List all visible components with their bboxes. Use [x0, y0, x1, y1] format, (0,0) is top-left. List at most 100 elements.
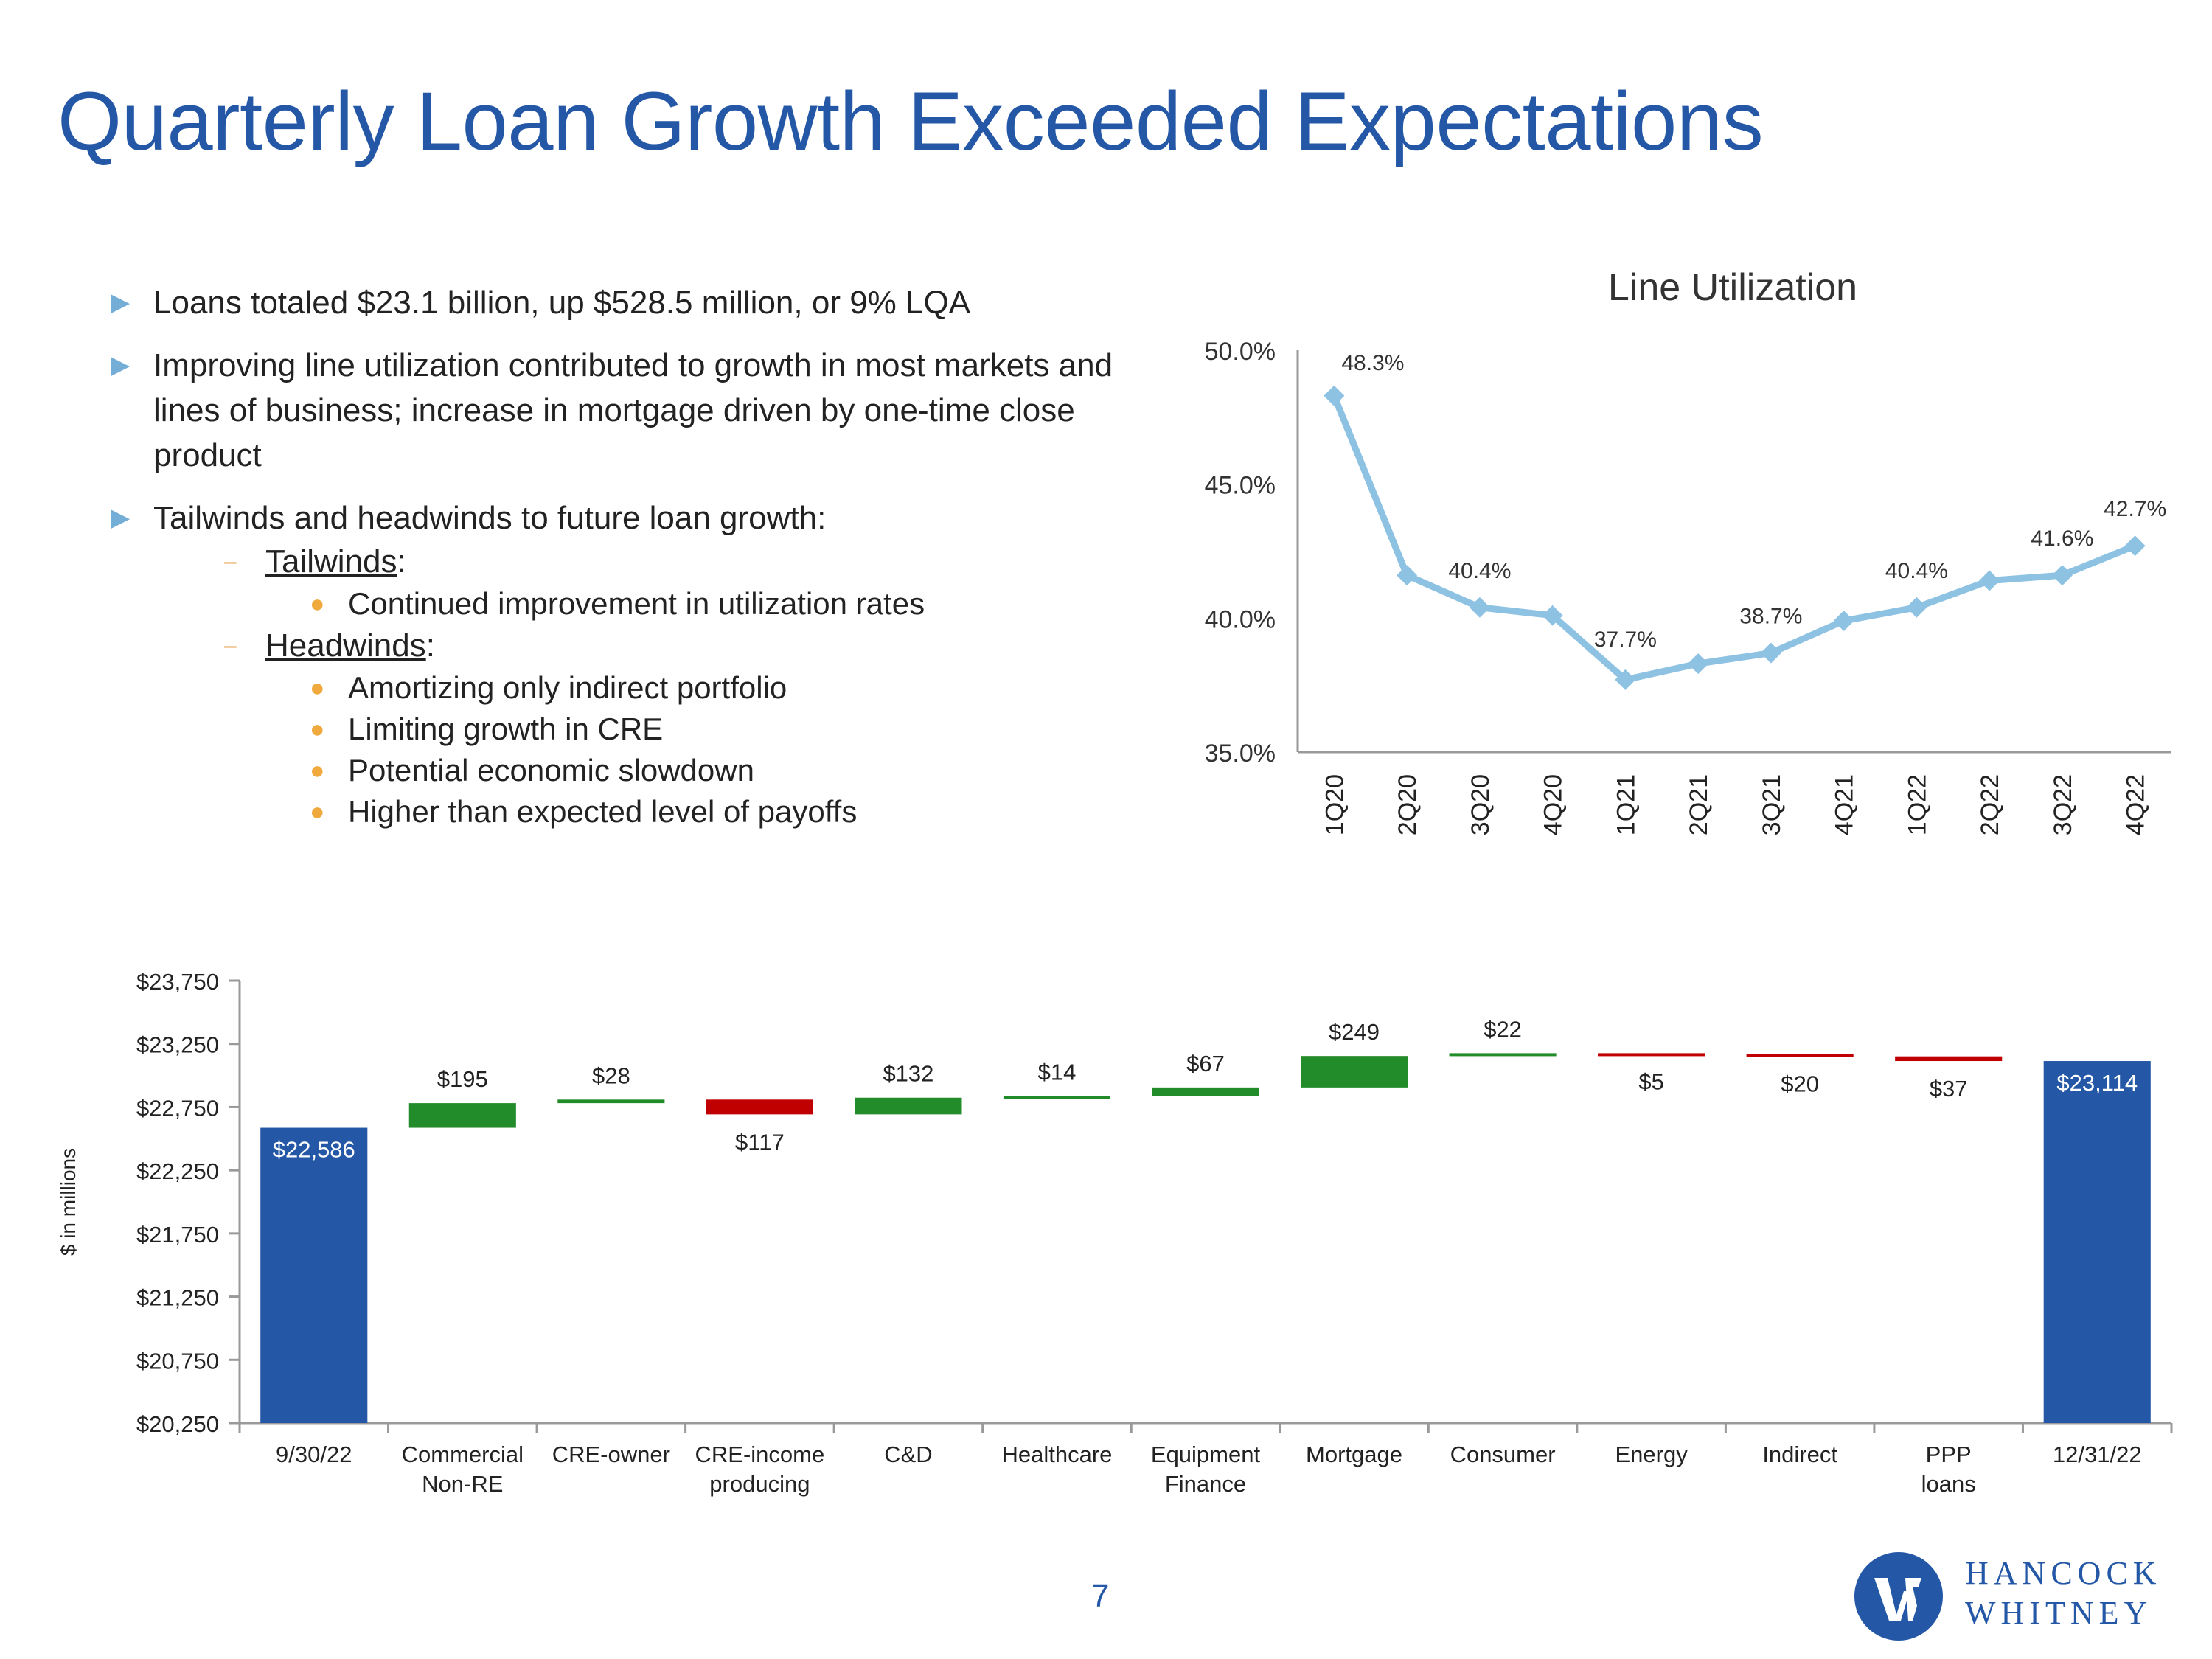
data-label: $23,114 [2056, 1070, 2138, 1096]
waterfall-bar [260, 1127, 368, 1423]
data-label: $28 [592, 1062, 630, 1088]
x-tick-label: 1Q22 [1903, 774, 1931, 835]
data-label: 37.7% [1594, 627, 1657, 652]
waterfall-bar [2043, 1061, 2151, 1423]
headwind-item: ● Higher than expected level of payoffs [310, 791, 1165, 832]
waterfall-bar [1449, 1053, 1557, 1057]
data-point [2051, 565, 2073, 586]
waterfall-bar [408, 1103, 516, 1128]
waterfall-bar [1003, 1096, 1111, 1099]
x-tick-label: 4Q20 [1540, 774, 1568, 835]
x-tick-label: CRE-income [695, 1441, 825, 1467]
y-axis-label: $ in millions [57, 1148, 80, 1256]
x-tick-label: Indirect [1762, 1441, 1837, 1467]
x-tick-label: 2Q22 [1976, 774, 2004, 835]
x-tick-label: Commercial [402, 1441, 524, 1467]
headwind-item: ● Amortizing only indirect portfolio [310, 667, 1165, 709]
x-tick-label: Finance [1165, 1471, 1246, 1497]
x-tick-label: 2Q20 [1394, 774, 1422, 835]
data-point [1833, 610, 1854, 631]
x-tick-label: 2Q21 [1685, 774, 1713, 835]
x-tick-label: 4Q21 [1831, 774, 1859, 835]
data-label: 42.7% [2104, 497, 2166, 521]
x-tick-label: 9/30/22 [276, 1441, 352, 1467]
x-tick-label: Mortgage [1306, 1441, 1402, 1467]
data-label: 48.3% [1341, 351, 1404, 375]
data-label: $22 [1484, 1016, 1522, 1042]
x-tick-label: Energy [1615, 1441, 1688, 1467]
line-chart-title: Line Utilization [1607, 266, 1858, 309]
x-tick-label: Healthcare [1002, 1441, 1113, 1467]
loan-waterfall-chart: $20,250 $20,750 $21,250 $21,750 $22,250 $22,7… [57, 969, 2173, 1497]
x-tick-label: Equipment [1151, 1441, 1261, 1467]
dash-bullet-icon: – [224, 549, 237, 574]
data-label: $132 [883, 1061, 933, 1087]
page-title: Quarterly Loan Growth Exceeded Expectati… [58, 75, 1764, 167]
y-tick-label: $21,250 [136, 1285, 219, 1311]
data-label: $22,586 [273, 1137, 355, 1163]
data-point [1324, 385, 1345, 406]
data-label: $195 [437, 1066, 488, 1092]
y-tick-label: 35.0% [1205, 740, 1276, 768]
data-point [1760, 642, 1781, 664]
data-label: $37 [1930, 1076, 1968, 1102]
y-tick-label: $23,750 [136, 969, 219, 995]
x-tick-label: 4Q22 [2122, 774, 2150, 835]
y-tick-label: $21,750 [136, 1222, 219, 1248]
data-point [2124, 535, 2146, 557]
dot-bullet-icon: ● [310, 757, 325, 785]
series-line [1331, 394, 2137, 684]
data-label: 38.7% [1739, 605, 1802, 629]
page-number: 7 [1091, 1578, 1110, 1614]
arrow-bullet-icon: ▶ [111, 504, 131, 532]
x-tick-label: 3Q21 [1758, 774, 1786, 835]
arrow-bullet-icon: ▶ [111, 351, 131, 379]
data-point [1979, 570, 2000, 591]
data-label: $249 [1329, 1019, 1380, 1045]
data-label: $20 [1781, 1071, 1819, 1097]
dot-bullet-icon: ● [310, 715, 325, 743]
bullet-item: ▶ Improving line utilization contributed … [111, 343, 1165, 478]
logo-text-line2: WHITNEY [1965, 1595, 2153, 1631]
x-tick-label: 1Q21 [1612, 774, 1640, 835]
y-tick-label: $22,750 [136, 1095, 219, 1121]
hancock-whitney-logo-icon [1854, 1552, 1943, 1641]
data-label: $117 [735, 1129, 785, 1155]
data-point [1469, 597, 1490, 618]
logo-text-line1: HANCOCK [1965, 1555, 2162, 1591]
data-point [1906, 597, 1927, 618]
headwind-item: ● Potential economic slowdown [310, 750, 1165, 791]
dot-bullet-icon: ● [310, 798, 325, 826]
data-point [1615, 669, 1636, 690]
waterfall-bar [855, 1097, 962, 1115]
waterfall-bar [1895, 1056, 2003, 1062]
arrow-bullet-icon: ▶ [111, 288, 131, 316]
y-tick-label: $20,250 [136, 1411, 219, 1437]
x-tick-label: CRE-owner [552, 1441, 670, 1467]
company-logo: HANCOCK WHITNEY [1851, 1548, 2197, 1644]
x-tick-label: 3Q22 [2049, 774, 2077, 835]
headwind-item: ● Limiting growth in CRE [310, 709, 1165, 750]
waterfall-bar [1300, 1056, 1408, 1088]
tailwind-item: ● Continued improvement in utilization ra… [310, 583, 1165, 625]
bullet-list: ▶ Loans totaled $23.1 billion, up $528.5 … [111, 280, 1165, 832]
y-tick-label: $22,250 [136, 1158, 219, 1184]
dash-bullet-icon: – [224, 633, 237, 658]
data-point [1688, 653, 1709, 675]
data-point [1397, 565, 1418, 586]
dot-bullet-icon: ● [310, 674, 325, 702]
waterfall-bar [1152, 1087, 1259, 1096]
waterfall-bar [557, 1099, 665, 1104]
line-utilization-chart: 35.0% 40.0% 45.0% 50.0% 1Q20 2Q20 3Q20 4Q20 1Q21… [1205, 338, 2171, 835]
x-tick-label: C&D [884, 1441, 932, 1467]
bullet-item: ▶ Tailwinds and headwinds to future loan … [111, 495, 1165, 540]
x-tick-label: 3Q20 [1467, 774, 1495, 835]
data-label: 40.4% [1885, 559, 1948, 583]
y-tick-label: 50.0% [1205, 338, 1276, 366]
headwinds-heading: – Headwinds: [224, 625, 1165, 667]
data-label: 41.6% [2031, 526, 2093, 551]
y-tick-label: $20,750 [136, 1348, 219, 1374]
data-label: $14 [1038, 1059, 1077, 1085]
waterfall-bar [1746, 1054, 1854, 1057]
waterfall-bar [1598, 1053, 1705, 1057]
